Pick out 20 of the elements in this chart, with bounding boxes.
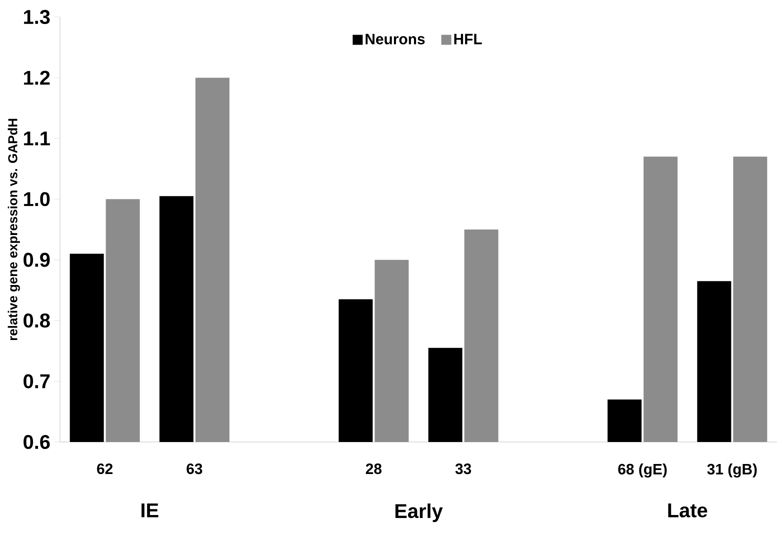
x-tick-label: 63 xyxy=(186,464,202,474)
x-tick-label: 31 (gB) xyxy=(707,464,757,478)
y-tick-label: 1.0 xyxy=(24,192,50,206)
x-tick-label: 68 (gE) xyxy=(618,464,667,478)
x-tick-label: 62 xyxy=(97,464,113,474)
y-tick-label: 1.1 xyxy=(24,132,50,146)
legend-label: HFL xyxy=(454,34,482,44)
text: Late xyxy=(668,504,708,518)
y-tick-label: 0.7 xyxy=(24,374,50,388)
legend-label: Neurons xyxy=(366,34,425,44)
text: IE xyxy=(142,504,158,518)
x-tick-label: 28 xyxy=(366,464,382,474)
y-tick-label: 0.8 xyxy=(24,314,50,328)
x-tick-label: 33 xyxy=(455,464,472,474)
y-tick-label: 1.3 xyxy=(24,10,50,24)
y-axis-title: relative gene expression vs. GAPdH xyxy=(8,118,20,340)
y-tick-label: 1.2 xyxy=(24,70,50,85)
y-tick-label: 0.6 xyxy=(24,434,50,450)
y-tick-label: 0.9 xyxy=(24,252,50,267)
text: Early xyxy=(395,504,443,522)
